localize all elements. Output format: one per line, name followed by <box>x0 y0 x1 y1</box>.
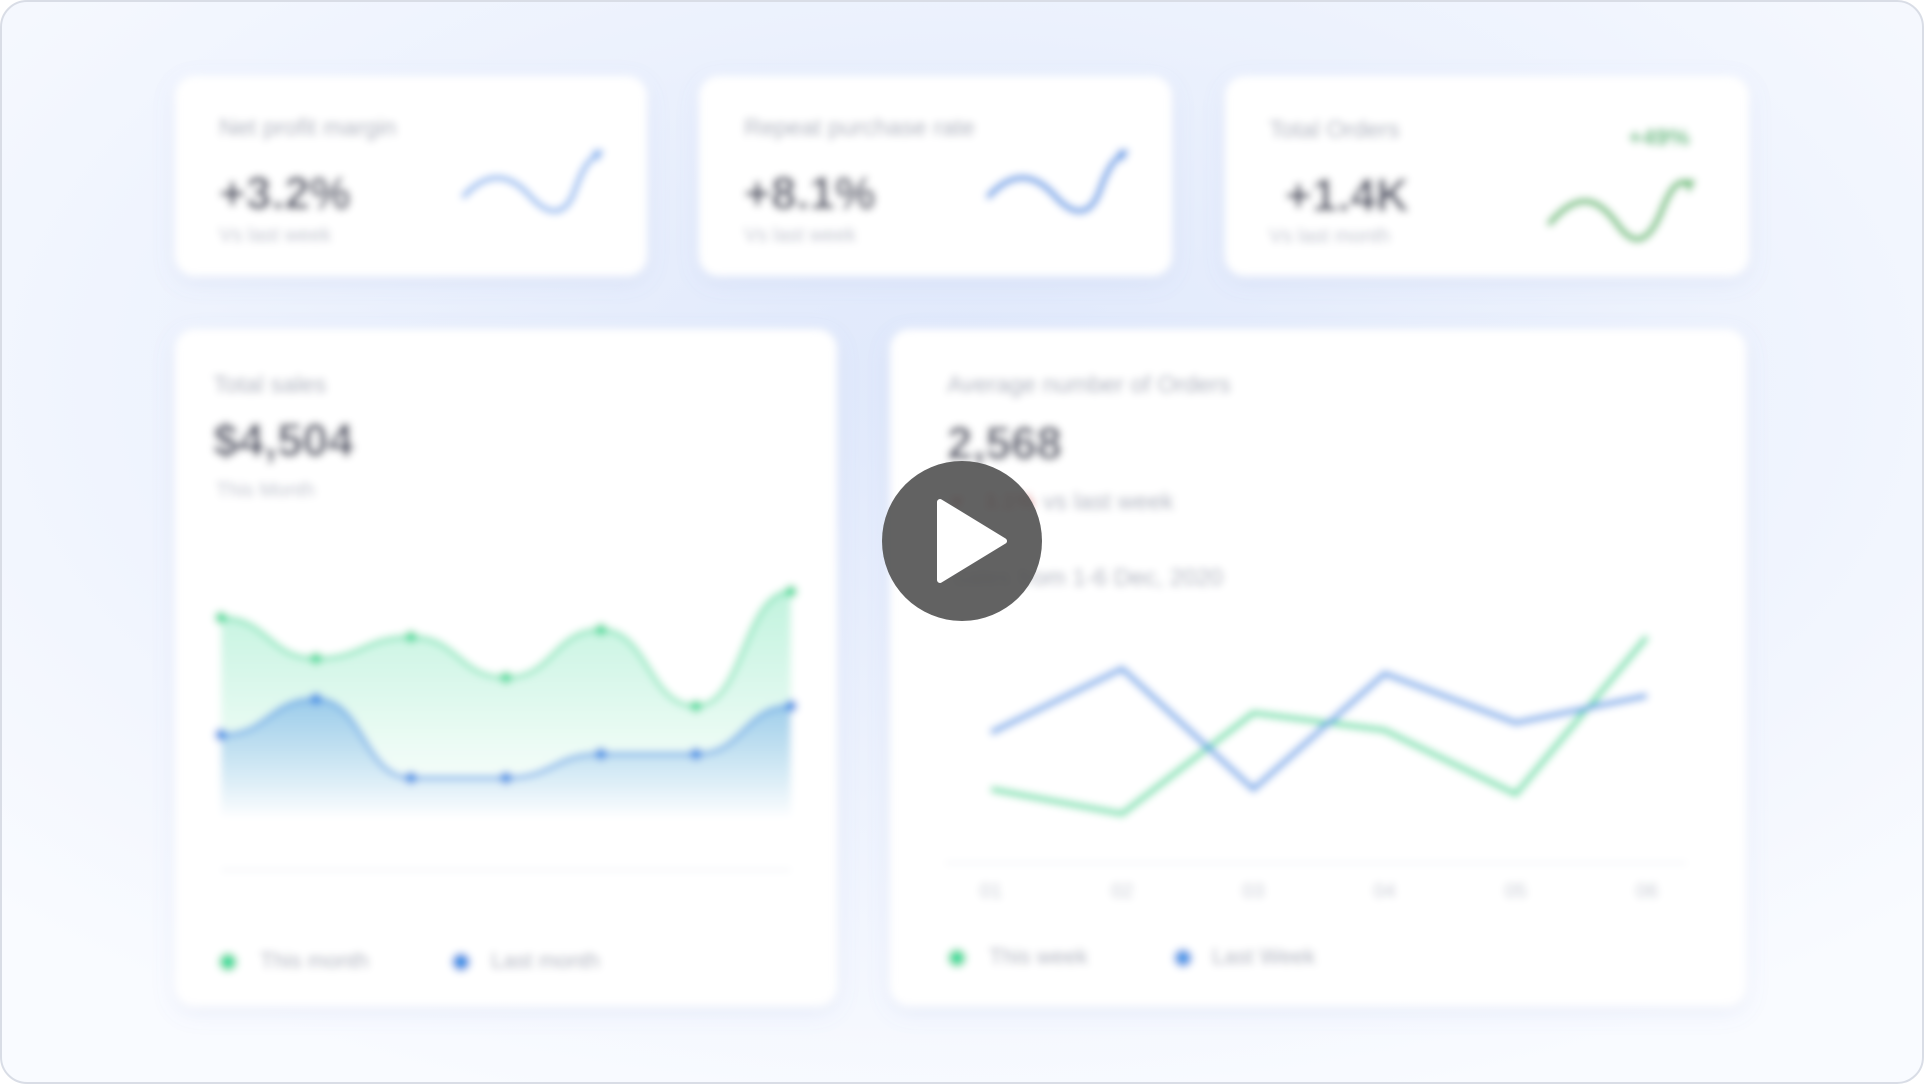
card-subtitle: Vs last week <box>219 224 332 246</box>
card-title: Repeat purchase rate <box>744 114 975 141</box>
legend-marker <box>1174 949 1192 967</box>
card-value: +1.4K <box>1285 169 1409 221</box>
panel-title: Average number of Orders <box>947 371 1231 398</box>
play-button[interactable] <box>882 461 1042 621</box>
card-title: Total Orders <box>1269 116 1400 143</box>
sparkline-arrow <box>1117 150 1129 162</box>
point <box>405 771 417 784</box>
panel-subtitle: This Month <box>216 479 315 501</box>
point <box>405 630 417 643</box>
card-value: +8.1% <box>744 167 876 219</box>
sparkline-arrow <box>1682 180 1696 193</box>
point <box>215 728 227 741</box>
point <box>595 747 607 760</box>
panel-value: $4,504 <box>213 414 354 466</box>
point <box>500 771 512 784</box>
legend-label: This week <box>989 944 1089 969</box>
point <box>500 671 512 684</box>
point <box>785 700 797 713</box>
legend-label: Last Week <box>1212 944 1317 969</box>
x-tick-label: 02 <box>1111 880 1133 902</box>
x-tick-label: 06 <box>1636 880 1658 902</box>
line <box>989 665 1648 793</box>
x-tick-label: 04 <box>1373 880 1395 902</box>
card-title: Net profit margin <box>219 114 396 141</box>
point <box>785 585 797 598</box>
sparkline <box>986 149 1128 214</box>
legend-marker <box>948 949 966 967</box>
card <box>175 329 837 1006</box>
x-tick-label: 05 <box>1505 880 1527 902</box>
card-subtitle: Vs last month <box>1269 225 1390 247</box>
legend-marker <box>452 953 470 971</box>
legend-marker <box>219 953 237 971</box>
card <box>699 76 1172 276</box>
sparkline <box>461 149 603 214</box>
x-tick-label: 03 <box>1242 880 1264 902</box>
dashboard: Net profit margin +3.2% Vs last week Rep… <box>175 76 1749 1006</box>
sparkline-arrow <box>592 150 604 162</box>
panel-change-text: vs last week <box>1043 488 1175 515</box>
point <box>215 611 227 624</box>
panel-value: 2,568 <box>947 417 1062 469</box>
line <box>990 634 1650 817</box>
point <box>690 700 702 713</box>
card-value: +3.2% <box>219 167 351 219</box>
sparkline <box>1547 178 1693 242</box>
card-change: +49% <box>1628 124 1690 151</box>
legend-label: This month <box>260 948 369 973</box>
play-icon[interactable] <box>937 499 1007 583</box>
x-tick-label: 01 <box>980 880 1002 902</box>
card <box>890 329 1746 1006</box>
point <box>310 692 322 705</box>
point <box>690 747 702 760</box>
legend-label: Last month <box>491 948 600 973</box>
point <box>595 623 607 636</box>
card <box>175 76 647 276</box>
area <box>221 698 791 816</box>
card-subtitle: Vs last week <box>744 224 857 246</box>
panel-title: Total sales <box>213 371 326 398</box>
point <box>310 652 322 665</box>
